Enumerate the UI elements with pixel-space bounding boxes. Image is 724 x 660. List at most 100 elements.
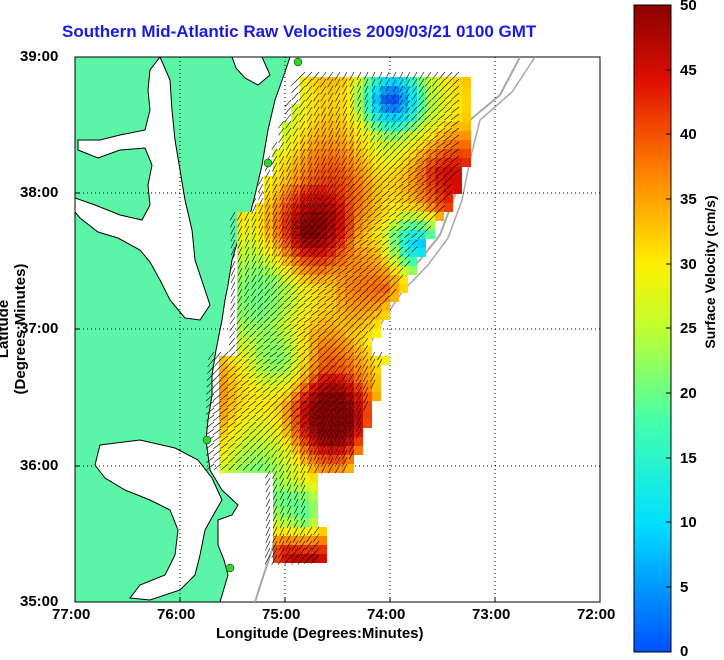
velocity-vector	[349, 92, 355, 102]
velocity-vector	[367, 183, 376, 192]
velocity-cell	[381, 113, 390, 122]
velocity-vector	[263, 309, 271, 317]
velocity-cell	[345, 356, 354, 365]
velocity-cell	[435, 149, 444, 158]
velocity-vector	[289, 386, 299, 395]
velocity-vector	[451, 92, 460, 100]
velocity-vector	[286, 155, 292, 165]
colorbar-tick-label: 20	[680, 385, 697, 402]
velocity-cell	[255, 419, 264, 428]
velocity-cell	[318, 428, 327, 437]
velocity-vector	[249, 323, 257, 331]
velocity-vector	[284, 274, 292, 283]
velocity-vector	[304, 260, 313, 269]
velocity-vector	[227, 407, 236, 414]
velocity-cell	[246, 248, 255, 257]
velocity-cell	[336, 428, 345, 437]
velocity-vector	[388, 183, 397, 191]
velocity-vector	[310, 351, 320, 360]
velocity-cell	[309, 320, 318, 329]
velocity-vector	[361, 323, 369, 332]
velocity-vector	[270, 442, 278, 451]
velocity-cell	[273, 554, 282, 563]
velocity-cell	[300, 158, 309, 167]
velocity-vector	[300, 169, 306, 180]
velocity-vector	[270, 309, 278, 317]
velocity-vector	[360, 190, 369, 199]
velocity-vector	[349, 141, 355, 151]
velocity-cell	[417, 86, 426, 95]
y-tick-label: 35:00	[20, 593, 59, 610]
velocity-cell	[246, 293, 255, 302]
velocity-vector	[443, 134, 453, 142]
velocity-cell	[345, 311, 354, 320]
velocity-vector	[296, 330, 306, 338]
velocity-cell	[300, 221, 309, 230]
velocity-vector	[327, 162, 334, 173]
velocity-cell	[255, 275, 264, 284]
velocity-cell	[309, 428, 318, 437]
velocity-cell	[390, 248, 399, 257]
velocity-vector	[367, 211, 376, 219]
velocity-vector	[265, 512, 271, 522]
velocity-vector	[276, 365, 285, 372]
velocity-vector	[248, 407, 257, 415]
velocity-vector	[375, 148, 383, 157]
velocity-vector	[283, 351, 292, 358]
velocity-vector	[269, 344, 278, 351]
velocity-cell	[354, 383, 363, 392]
velocity-cell	[336, 257, 345, 266]
radar-stations	[202, 57, 303, 573]
velocity-vector	[243, 309, 250, 317]
velocity-cell	[354, 356, 363, 365]
velocity-cell	[354, 428, 363, 437]
velocity-vector	[395, 211, 404, 218]
velocity-vector	[374, 204, 383, 212]
velocity-vector	[422, 148, 432, 156]
velocity-cell	[246, 320, 255, 329]
velocity-cell	[273, 212, 282, 221]
velocity-vector	[219, 414, 229, 422]
velocity-cell	[264, 221, 273, 230]
velocity-vector	[415, 204, 425, 212]
velocity-vector	[255, 386, 264, 393]
velocity-vector	[289, 393, 299, 403]
velocity-cell	[318, 545, 327, 554]
velocity-cell	[462, 86, 471, 95]
velocity-vector	[415, 197, 425, 205]
velocity-vector	[357, 106, 362, 115]
velocity-cell	[318, 311, 327, 320]
velocity-vector	[374, 218, 383, 225]
velocity-cell	[264, 212, 273, 221]
velocity-vector	[285, 533, 292, 544]
velocity-cell	[426, 86, 435, 95]
velocity-vector	[331, 218, 341, 228]
velocity-vector	[305, 204, 313, 216]
velocity-vector	[364, 113, 369, 122]
velocity-vector	[271, 141, 278, 150]
velocity-cell	[363, 86, 372, 95]
velocity-vector	[382, 148, 390, 157]
velocity-cell	[435, 122, 444, 131]
velocity-vector	[371, 78, 376, 86]
velocity-cell	[264, 338, 273, 347]
velocity-vector	[325, 337, 334, 346]
velocity-cell	[264, 356, 273, 365]
velocity-vector	[319, 407, 327, 419]
velocity-vector	[290, 365, 299, 373]
velocity-cell	[255, 437, 264, 446]
velocity-cell	[282, 383, 291, 392]
velocity-vector	[299, 204, 306, 216]
velocity-vector	[276, 344, 285, 351]
velocity-vector	[310, 316, 320, 324]
velocity-vector	[265, 491, 271, 500]
velocity-cell	[381, 266, 390, 275]
velocity-cell	[300, 419, 309, 428]
velocity-vector	[213, 435, 222, 442]
velocity-vector	[284, 99, 292, 108]
velocity-vector	[234, 379, 243, 387]
velocity-cell	[390, 293, 399, 302]
velocity-vector	[320, 162, 327, 173]
velocity-cell	[291, 536, 300, 545]
velocity-vector	[226, 400, 236, 408]
